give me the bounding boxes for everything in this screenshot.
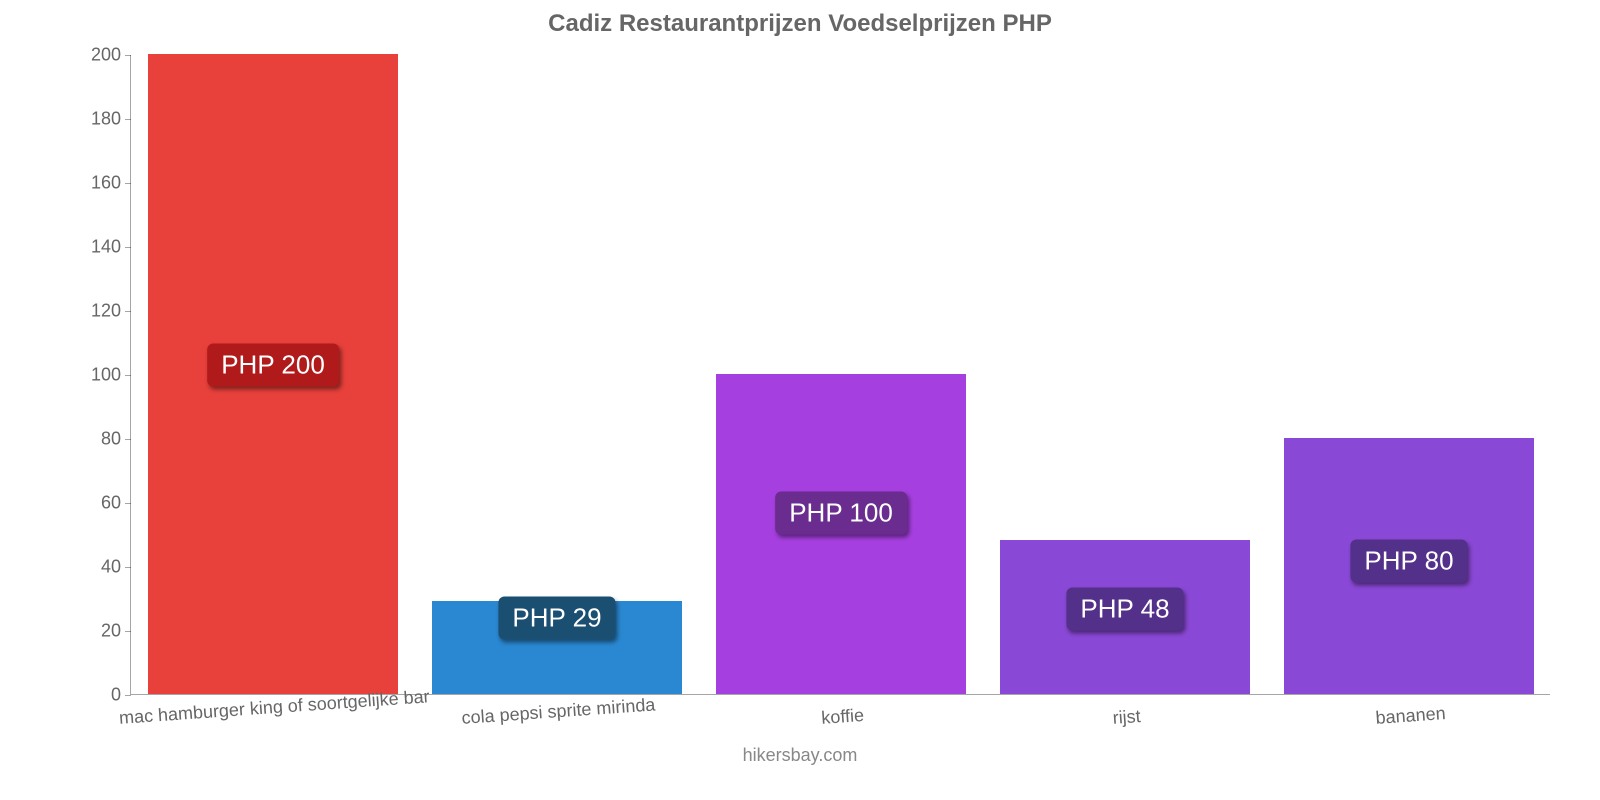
y-tick-label: 180 [91, 109, 131, 130]
value-badge: PHP 29 [498, 597, 615, 640]
y-tick-label: 60 [101, 493, 131, 514]
y-tick-label: 40 [101, 557, 131, 578]
y-tick-label: 120 [91, 301, 131, 322]
y-tick-label: 200 [91, 45, 131, 66]
chart-container: Cadiz Restaurantprijzen Voedselprijzen P… [0, 0, 1600, 800]
y-tick-label: 80 [101, 429, 131, 450]
plot-area: 020406080100120140160180200mac hamburger… [130, 55, 1550, 695]
value-badge: PHP 48 [1066, 587, 1183, 630]
y-tick-label: 100 [91, 365, 131, 386]
value-badge: PHP 100 [775, 491, 907, 534]
chart-title: Cadiz Restaurantprijzen Voedselprijzen P… [0, 10, 1600, 38]
y-tick-label: 140 [91, 237, 131, 258]
value-badge: PHP 200 [207, 344, 339, 387]
attribution-text: hikersbay.com [0, 745, 1600, 766]
x-tick-label: rijst [1111, 692, 1141, 729]
value-badge: PHP 80 [1350, 539, 1467, 582]
x-tick-label: koffie [820, 691, 865, 729]
y-tick-label: 160 [91, 173, 131, 194]
x-tick-label: bananen [1374, 689, 1446, 729]
y-tick-label: 20 [101, 621, 131, 642]
